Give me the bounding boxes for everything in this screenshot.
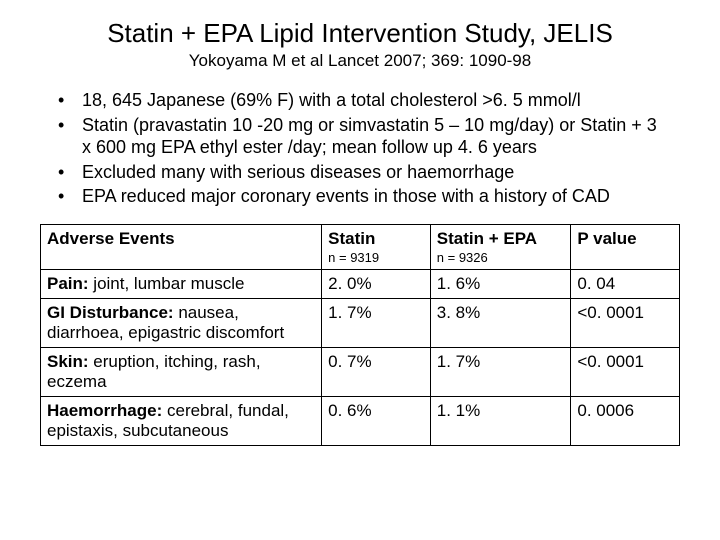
slide-title: Statin + EPA Lipid Intervention Study, J… (40, 18, 680, 49)
list-item: Statin (pravastatin 10 -20 mg or simvast… (58, 114, 670, 159)
ae-label-bold: Haemorrhage: (47, 401, 162, 420)
cell-pvalue: <0. 0001 (571, 347, 680, 396)
ae-label-bold: GI Disturbance: (47, 303, 174, 322)
cell-statin: 2. 0% (322, 269, 431, 298)
cell-ae: Haemorrhage: cerebral, fundal, epistaxis… (41, 396, 322, 445)
cell-ae: Pain: joint, lumbar muscle (41, 269, 322, 298)
header-adverse-events: Adverse Events (41, 224, 322, 269)
bullet-list: 18, 645 Japanese (69% F) with a total ch… (40, 89, 680, 208)
ae-label-rest: joint, lumbar muscle (89, 274, 245, 293)
cell-statin-epa: 1. 1% (430, 396, 571, 445)
ae-label-bold: Skin: (47, 352, 89, 371)
cell-statin: 0. 6% (322, 396, 431, 445)
table-row: GI Disturbance: nausea, diarrhoea, epiga… (41, 298, 680, 347)
list-item: EPA reduced major coronary events in tho… (58, 185, 670, 208)
table-row: Haemorrhage: cerebral, fundal, epistaxis… (41, 396, 680, 445)
cell-statin-epa: 3. 8% (430, 298, 571, 347)
cell-pvalue: <0. 0001 (571, 298, 680, 347)
table-row: Pain: joint, lumbar muscle 2. 0% 1. 6% 0… (41, 269, 680, 298)
cell-pvalue: 0. 04 (571, 269, 680, 298)
cell-statin-epa: 1. 6% (430, 269, 571, 298)
header-statin-n: n = 9319 (328, 250, 424, 265)
header-statin: Statin n = 9319 (322, 224, 431, 269)
cell-statin: 1. 7% (322, 298, 431, 347)
slide-subtitle: Yokoyama M et al Lancet 2007; 369: 1090-… (40, 51, 680, 71)
cell-pvalue: 0. 0006 (571, 396, 680, 445)
header-pvalue: P value (571, 224, 680, 269)
header-statin-epa: Statin + EPA n = 9326 (430, 224, 571, 269)
cell-ae: GI Disturbance: nausea, diarrhoea, epiga… (41, 298, 322, 347)
adverse-events-table: Adverse Events Statin n = 9319 Statin + … (40, 224, 680, 446)
list-item: 18, 645 Japanese (69% F) with a total ch… (58, 89, 670, 112)
ae-label-bold: Pain: (47, 274, 89, 293)
header-statin-epa-label: Statin + EPA (437, 229, 537, 248)
table-header-row: Adverse Events Statin n = 9319 Statin + … (41, 224, 680, 269)
table-row: Skin: eruption, itching, rash, eczema 0.… (41, 347, 680, 396)
header-statin-label: Statin (328, 229, 375, 248)
cell-statin-epa: 1. 7% (430, 347, 571, 396)
cell-ae: Skin: eruption, itching, rash, eczema (41, 347, 322, 396)
list-item: Excluded many with serious diseases or h… (58, 161, 670, 184)
cell-statin: 0. 7% (322, 347, 431, 396)
slide: Statin + EPA Lipid Intervention Study, J… (0, 0, 720, 540)
header-statin-epa-n: n = 9326 (437, 250, 565, 265)
